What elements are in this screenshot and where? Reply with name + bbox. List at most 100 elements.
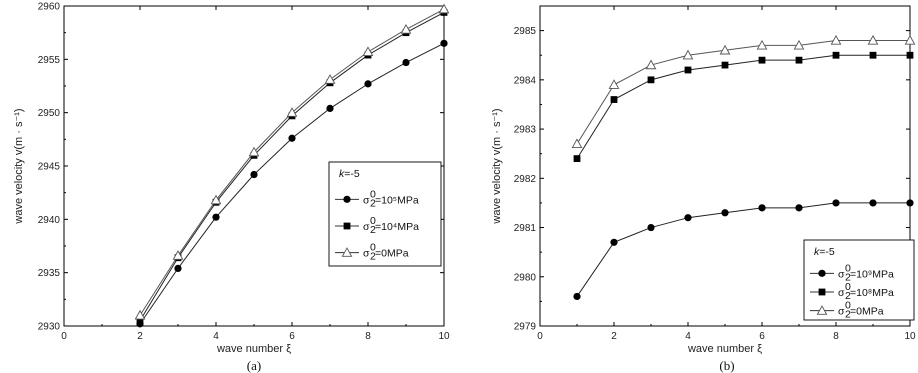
data-point [795, 56, 803, 64]
panel-caption: (a) [247, 358, 261, 373]
y-tick-label: 2935 [38, 268, 61, 279]
legend-subscript: 2 [370, 224, 376, 236]
legend-entry: σ 02 =10⁴MPa [335, 215, 419, 236]
legend-entry: σ 02 =10⁸MPa [810, 281, 894, 302]
legend-label: =0MPa [375, 248, 409, 260]
data-point [684, 66, 692, 74]
legend-marker [341, 247, 353, 257]
data-point [645, 59, 657, 70]
legend-symbol: σ [363, 221, 370, 233]
data-point [830, 34, 842, 45]
data-point [795, 204, 803, 212]
data-point [610, 238, 618, 246]
data-point [210, 194, 222, 205]
legend-subscript: 2 [845, 309, 851, 321]
legend-entry: σ 02 =10⁹MPa [810, 262, 894, 283]
y-tick-label: 2955 [38, 55, 61, 66]
panel-caption: (b) [719, 358, 734, 373]
data-point [400, 23, 412, 34]
legend-marker [343, 222, 351, 230]
data-point [793, 39, 805, 50]
x-axis-label: wave number ξ [216, 343, 291, 355]
legend-superscript: 0 [370, 188, 376, 200]
x-tick-label: 8 [365, 331, 371, 342]
data-point [250, 170, 258, 179]
legend-title: k=-5 [814, 246, 835, 258]
x-tick-label: 2 [611, 331, 617, 342]
x-tick-label: 0 [537, 331, 543, 342]
data-point [684, 214, 692, 222]
data-point [647, 223, 655, 232]
data-point [438, 3, 450, 14]
y-tick-label: 2979 [514, 322, 537, 333]
y-axis-label: wave velocity v(m · s⁻¹) [491, 108, 503, 224]
data-point [573, 155, 581, 163]
data-point [869, 51, 877, 59]
series-circle-filled [573, 199, 914, 301]
data-point [212, 213, 220, 221]
legend-label: =0MPa [850, 306, 884, 318]
data-point [647, 76, 655, 84]
data-point [758, 204, 766, 212]
data-point [172, 250, 184, 260]
data-point [682, 49, 694, 60]
data-point [758, 56, 766, 64]
x-axis-label: wave number ξ [687, 343, 762, 355]
legend-superscript: 0 [845, 281, 851, 293]
legend-subscript: 2 [845, 290, 851, 302]
data-point [906, 51, 914, 59]
x-tick-label: 6 [289, 331, 295, 342]
series-line [576, 202, 910, 297]
legend-marker [816, 305, 828, 315]
legend-marker [818, 269, 826, 277]
data-point [869, 199, 877, 207]
y-tick-label: 2945 [38, 162, 61, 173]
data-point [174, 264, 182, 272]
legend-label: =10⁹MPa [850, 268, 894, 280]
y-tick-label: 2980 [514, 272, 537, 283]
legend-subscript: 2 [370, 251, 376, 263]
y-tick-label: 2985 [514, 26, 537, 37]
data-point [721, 209, 729, 217]
data-point [440, 39, 448, 47]
chart-panel-a: 0 2 4 6 8 102930293529402945295029552960wave … [13, 2, 450, 373]
legend-entry: σ 02 =0MPa [810, 300, 884, 321]
chart-panel-b: 0 2 4 6 8 102979298029812982298329842985wave … [491, 5, 916, 373]
legend-symbol: σ [363, 194, 370, 206]
legend-label: =10⁴MPa [375, 221, 419, 233]
y-tick-label: 2981 [514, 223, 537, 234]
data-point [402, 58, 410, 67]
series-line [576, 39, 910, 145]
data-point [573, 292, 581, 301]
legend-marker [343, 195, 351, 203]
legend-marker [818, 288, 826, 296]
data-point [832, 51, 840, 59]
x-tick-label: 4 [213, 331, 219, 342]
data-point [904, 34, 916, 45]
y-tick-label: 2982 [514, 174, 537, 185]
legend-label: =10⁸MPa [850, 287, 894, 299]
y-axis-label: wave velocity v(m · s⁻¹) [13, 108, 25, 224]
data-point [248, 146, 260, 157]
legend-symbol: σ [838, 306, 845, 318]
legend-superscript: 0 [370, 242, 376, 254]
x-tick-label: 10 [438, 331, 450, 342]
x-tick-label: 2 [137, 331, 143, 342]
data-point [286, 107, 298, 117]
legend-symbol: σ [838, 287, 845, 299]
legend-symbol: σ [838, 268, 845, 280]
series-triangle-open [571, 34, 916, 148]
data-point [832, 199, 840, 207]
legend-superscript: 0 [370, 215, 376, 227]
legend-superscript: 0 [845, 262, 851, 274]
x-tick-label: 0 [61, 331, 67, 342]
legend-subscript: 2 [845, 271, 851, 283]
legend-symbol: σ [363, 248, 370, 260]
x-tick-label: 10 [904, 331, 916, 342]
series-square-filled [573, 51, 914, 163]
data-point [719, 44, 731, 55]
legend-subscript: 2 [370, 197, 376, 209]
